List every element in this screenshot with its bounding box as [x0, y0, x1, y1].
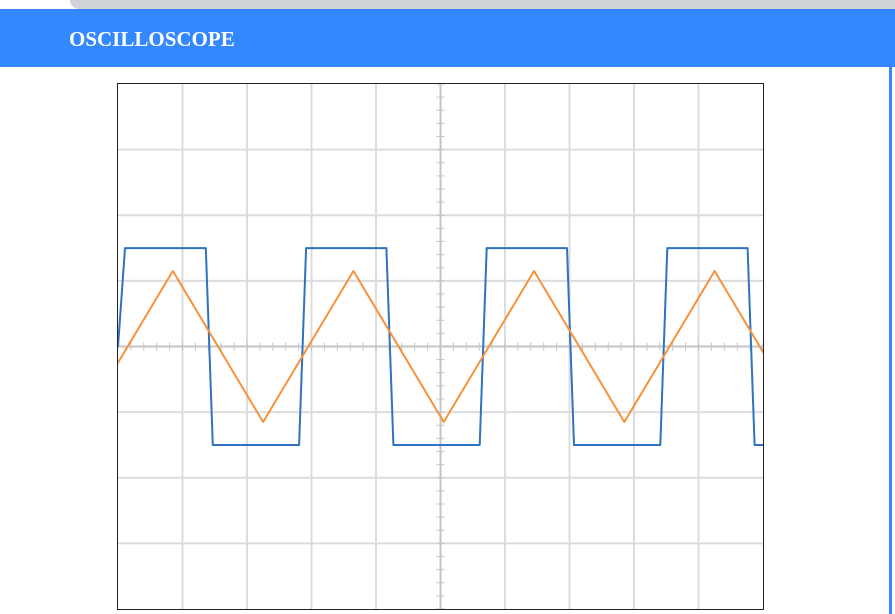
app-title: OSCILLOSCOPE — [69, 27, 235, 51]
oscilloscope-display — [118, 84, 763, 609]
channel-1-trace — [118, 247, 763, 446]
window-top-strip — [70, 0, 895, 9]
right-edge-bar — [889, 67, 892, 614]
header-bar: OSCILLOSCOPE — [0, 9, 895, 67]
oscilloscope-screen[interactable] — [117, 83, 764, 610]
channel-2-trace — [118, 270, 763, 423]
center-axes — [118, 84, 763, 609]
traces — [118, 247, 763, 446]
